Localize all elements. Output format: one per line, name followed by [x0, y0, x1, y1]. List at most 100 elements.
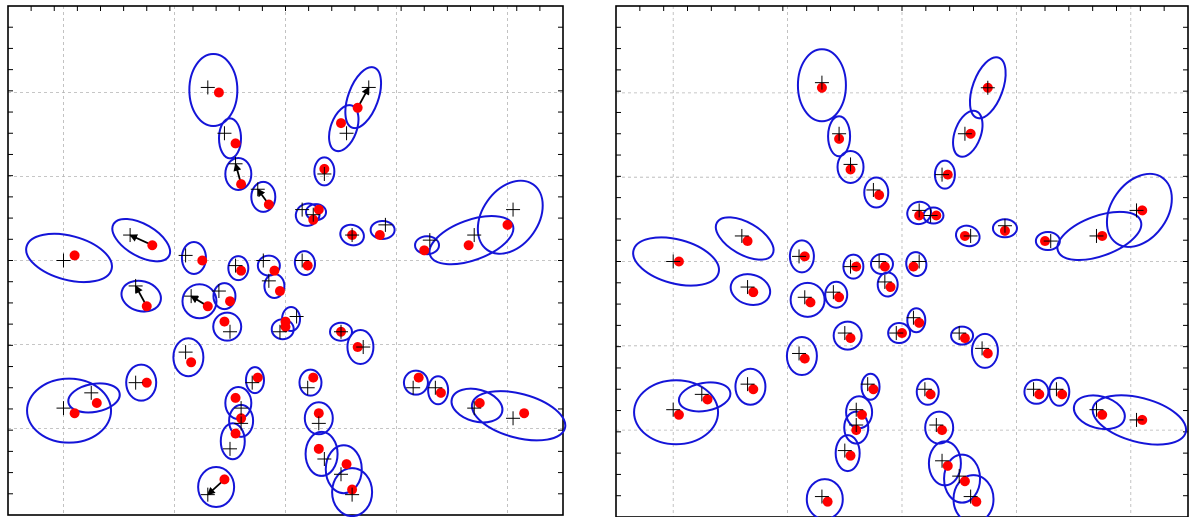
- truth-point: [56, 401, 71, 416]
- truth-point: [361, 80, 376, 95]
- uncertainty-ellipse: [224, 156, 253, 191]
- truth-point: [128, 375, 143, 390]
- uncertainty-ellipse: [172, 337, 205, 378]
- truth-point: [123, 228, 138, 243]
- uncertainty-ellipse: [714, 216, 775, 261]
- uncertainty-ellipse: [329, 321, 353, 342]
- estimate-point: [519, 408, 530, 419]
- estimate-point: [937, 425, 948, 436]
- estimate-point: [822, 496, 833, 507]
- uncertainty-ellipse: [887, 322, 912, 345]
- uncertainty-ellipse: [298, 368, 323, 397]
- estimate-point: [308, 372, 319, 383]
- truth-point: [917, 382, 932, 397]
- estimate-point: [474, 398, 485, 409]
- estimate-point: [502, 219, 513, 230]
- truth-point: [234, 416, 249, 431]
- truth-point: [997, 218, 1012, 233]
- estimate-point: [879, 261, 890, 272]
- truth-point: [217, 126, 232, 141]
- uncertainty-ellipse: [677, 381, 732, 413]
- estimate-point: [799, 353, 810, 364]
- truth-point: [694, 387, 709, 402]
- uncertainty-ellipse: [832, 320, 863, 351]
- uncertainty-ellipse: [328, 104, 360, 153]
- estimate-point: [1057, 389, 1068, 400]
- estimate-point: [236, 179, 247, 190]
- uncertainty-ellipse: [227, 255, 250, 282]
- estimate-point: [959, 333, 970, 344]
- estimate-point: [236, 265, 247, 276]
- truth-point: [261, 273, 276, 288]
- uncertainty-ellipse: [303, 401, 334, 436]
- uncertainty-ellipse: [346, 329, 375, 366]
- estimate-point: [834, 292, 845, 303]
- uncertainty-ellipse: [197, 466, 236, 509]
- truth-point: [923, 208, 938, 223]
- uncertainty-ellipse: [863, 176, 890, 209]
- uncertainty-ellipse: [26, 377, 113, 444]
- uncertainty-ellipse: [476, 179, 544, 255]
- truth-point: [740, 377, 755, 392]
- truth-point: [912, 254, 927, 269]
- uncertainty-ellipse: [842, 253, 865, 280]
- uncertainty-ellipse: [860, 372, 881, 401]
- truth-point: [849, 402, 864, 417]
- truth-point: [666, 254, 681, 269]
- uncertainty-ellipse: [952, 109, 984, 158]
- estimate-point: [845, 333, 856, 344]
- uncertainty-ellipse: [785, 336, 818, 377]
- uncertainty-ellipse: [788, 239, 815, 274]
- estimate-point: [230, 138, 241, 149]
- truth-point: [866, 182, 881, 197]
- estimate-point: [252, 372, 263, 383]
- truth-point: [1026, 382, 1041, 397]
- estimate-point: [908, 261, 919, 272]
- uncertainty-ellipse: [293, 250, 316, 276]
- uncertainty-ellipse: [25, 232, 113, 284]
- uncertainty-ellipse: [729, 273, 772, 306]
- truth-point: [980, 80, 995, 95]
- uncertainty-ellipse: [218, 117, 242, 160]
- truth-point: [1089, 228, 1104, 243]
- truth-point: [740, 280, 755, 295]
- uncertainty-ellipse: [789, 281, 826, 318]
- truth-point: [256, 253, 271, 268]
- truth-point: [223, 441, 237, 456]
- truth-point: [345, 228, 360, 243]
- estimate-point: [914, 317, 925, 328]
- uncertainty-ellipse: [450, 387, 504, 424]
- estimate-point: [141, 377, 152, 388]
- truth-point: [306, 207, 321, 222]
- estimate-point: [959, 476, 970, 487]
- truth-point: [826, 285, 841, 300]
- uncertainty-ellipse: [824, 280, 849, 309]
- truth-point: [506, 202, 521, 217]
- estimate-point: [702, 394, 713, 405]
- truth-point: [406, 380, 421, 395]
- truth-point: [814, 75, 829, 90]
- estimate-point: [147, 240, 158, 251]
- estimate-point: [186, 357, 197, 368]
- estimate-point: [1097, 409, 1108, 420]
- estimate-point: [971, 496, 982, 507]
- uncertainty-ellipse: [915, 377, 940, 406]
- estimate-point: [219, 474, 230, 485]
- truth-point: [952, 326, 967, 341]
- truth-point: [200, 80, 215, 95]
- uncertainty-ellipse: [428, 215, 515, 266]
- truth-point: [311, 416, 326, 431]
- uncertainty-ellipse: [905, 251, 928, 277]
- uncertainty-ellipse: [125, 363, 158, 402]
- uncertainty-ellipse: [1048, 376, 1071, 407]
- uncertainty-ellipse: [250, 180, 277, 213]
- uncertainty-ellipse: [313, 156, 336, 187]
- estimate-point: [313, 204, 324, 215]
- truth-point: [1089, 402, 1104, 417]
- uncertainty-ellipse: [244, 366, 265, 395]
- estimate-point: [274, 286, 285, 297]
- truth-point: [872, 254, 887, 269]
- truth-point: [295, 202, 310, 217]
- truth-point: [1043, 234, 1058, 249]
- estimate-point: [197, 255, 208, 266]
